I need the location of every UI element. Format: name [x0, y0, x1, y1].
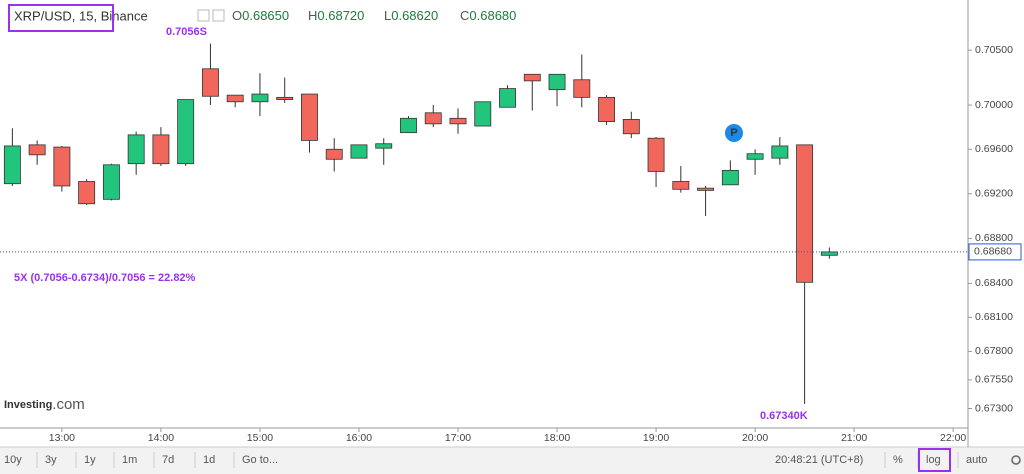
candle-body	[152, 134, 170, 165]
settings-icon[interactable]	[1011, 455, 1021, 465]
candle-body	[375, 143, 393, 149]
marker-icon	[725, 124, 743, 142]
candle-body	[301, 93, 318, 141]
range-button[interactable]: 1m	[122, 454, 137, 466]
candle-body	[449, 117, 467, 125]
toolbar-background	[0, 447, 1024, 474]
candle-body	[746, 153, 764, 160]
ohlc-item: O0.68650	[232, 8, 289, 23]
candle-body	[226, 94, 244, 103]
x-tick-label: 13:00	[49, 432, 75, 444]
range-button[interactable]: 10y	[4, 454, 22, 466]
candle-body	[697, 187, 715, 191]
ohlc-value: 0.68620	[391, 8, 438, 23]
candle-body	[78, 181, 96, 205]
x-tick-label: 21:00	[841, 432, 867, 444]
watermark: Investing.com	[4, 396, 85, 413]
ohlc-label: C	[460, 8, 469, 23]
y-tick-label: 0.68800	[975, 232, 1013, 244]
candle-body	[672, 181, 690, 190]
candle-body	[3, 145, 21, 185]
ohlc-value: 0.68650	[242, 8, 289, 23]
y-tick-label: 0.69600	[975, 143, 1013, 155]
y-tick-label: 0.70500	[975, 44, 1013, 56]
ohlc-label: H	[308, 8, 317, 23]
y-tick-label: 0.70000	[975, 99, 1013, 111]
x-tick-label: 16:00	[346, 432, 372, 444]
y-tick-label: 0.69200	[975, 188, 1013, 200]
symbol-title: XRP/USD, 15, Binance	[14, 8, 148, 23]
y-tick-label: 0.67800	[975, 345, 1013, 357]
candle-body	[573, 79, 591, 98]
watermark-main: Investing	[4, 399, 52, 411]
candle-body	[177, 99, 195, 165]
highlight-box	[8, 4, 114, 32]
range-button[interactable]: 3y	[45, 454, 57, 466]
candle-body	[622, 119, 640, 135]
annotation: 5X (0.7056-0.6734)/0.7056 = 22.82%	[14, 272, 196, 284]
ohlc-label: L	[384, 8, 391, 23]
ohlc-value: 0.68720	[317, 8, 364, 23]
candle-body	[820, 251, 838, 256]
option-button[interactable]: auto	[966, 454, 987, 466]
ohlc-item: L0.68620	[384, 8, 438, 23]
range-button[interactable]: 1y	[84, 454, 96, 466]
icon	[212, 9, 225, 22]
annotation: 0.7056S	[166, 26, 207, 38]
option-button[interactable]: log	[926, 454, 941, 466]
y-tick-label: 0.68100	[975, 311, 1013, 323]
highlight-box	[918, 448, 951, 472]
last-price-label: 0.68680	[974, 246, 1012, 258]
candle-body	[53, 146, 71, 187]
clock: 20:48:21 (UTC+8)	[775, 454, 863, 466]
x-tick-label: 17:00	[445, 432, 471, 444]
range-button[interactable]: 1d	[203, 454, 215, 466]
x-tick-label: 22:00	[940, 432, 966, 444]
candle-body	[325, 148, 343, 160]
annotation: 0.67340K	[760, 410, 808, 422]
candle-body	[276, 96, 294, 100]
last-price-box	[968, 243, 1022, 261]
marker-label: P	[730, 127, 737, 139]
ohlc-label: O	[232, 8, 242, 23]
candle-body	[127, 134, 145, 165]
candle-body	[251, 93, 269, 103]
ohlc-item: C0.68680	[460, 8, 516, 23]
candle-body	[474, 101, 492, 127]
icon	[197, 9, 210, 22]
candle-body	[647, 137, 665, 172]
candle-body	[28, 144, 46, 156]
x-tick-label: 18:00	[544, 432, 570, 444]
candle-body	[424, 112, 442, 125]
candle-body	[523, 73, 541, 82]
candle-body	[201, 68, 219, 97]
candle-body	[548, 73, 566, 91]
ohlc-item: H0.68720	[308, 8, 364, 23]
x-tick-label: 20:00	[742, 432, 768, 444]
range-button[interactable]: 7d	[162, 454, 174, 466]
candle-body	[400, 117, 417, 134]
ohlc-value: 0.68680	[469, 8, 516, 23]
x-tick-label: 15:00	[247, 432, 273, 444]
candle-body	[771, 145, 789, 159]
range-button[interactable]: Go to...	[242, 454, 278, 466]
x-tick-label: 14:00	[148, 432, 174, 444]
y-tick-label: 0.67300	[975, 402, 1013, 414]
y-tick-label: 0.67550	[975, 374, 1013, 386]
watermark-suffix: .com	[52, 396, 85, 413]
candle-body	[499, 88, 516, 108]
candle-body	[721, 169, 739, 186]
candle-body	[102, 164, 120, 200]
y-tick-label: 0.68400	[975, 277, 1013, 289]
option-button[interactable]: %	[893, 454, 903, 466]
x-tick-label: 19:00	[643, 432, 669, 444]
candle-body	[350, 144, 368, 159]
candle-body	[598, 96, 615, 123]
candle-body	[796, 144, 814, 283]
